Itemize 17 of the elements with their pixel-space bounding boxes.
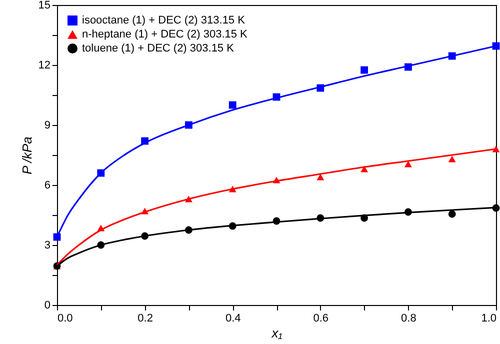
x-tick-label: 0.0 (58, 312, 73, 324)
y-tick-label: 12 (38, 60, 50, 72)
x-tick-label: 0.2 (138, 312, 153, 324)
y-tick-label: 6 (44, 180, 50, 192)
legend-label: isooctane (1) + DEC (2) 313.15 K (82, 14, 246, 26)
y-axis-title: P /kPa (19, 136, 34, 174)
y-tick-label: 3 (44, 240, 50, 252)
x-tick-label: 0.4 (225, 312, 241, 324)
legend-label: n-heptane (1) + DEC (2) 303.15 K (82, 28, 248, 40)
legend-label: toluene (1) + DEC (2) 303.15 K (82, 42, 235, 54)
x-tick-label: 1.0 (481, 312, 496, 324)
y-tick-label: 15 (38, 0, 50, 12)
x-tick-label: 0.6 (313, 312, 329, 324)
x-tick-label: 0.8 (401, 312, 416, 324)
y-tick-label: 0 (44, 300, 50, 312)
x-axis-title: x₁ (270, 326, 282, 340)
y-tick-label: 9 (44, 120, 50, 132)
